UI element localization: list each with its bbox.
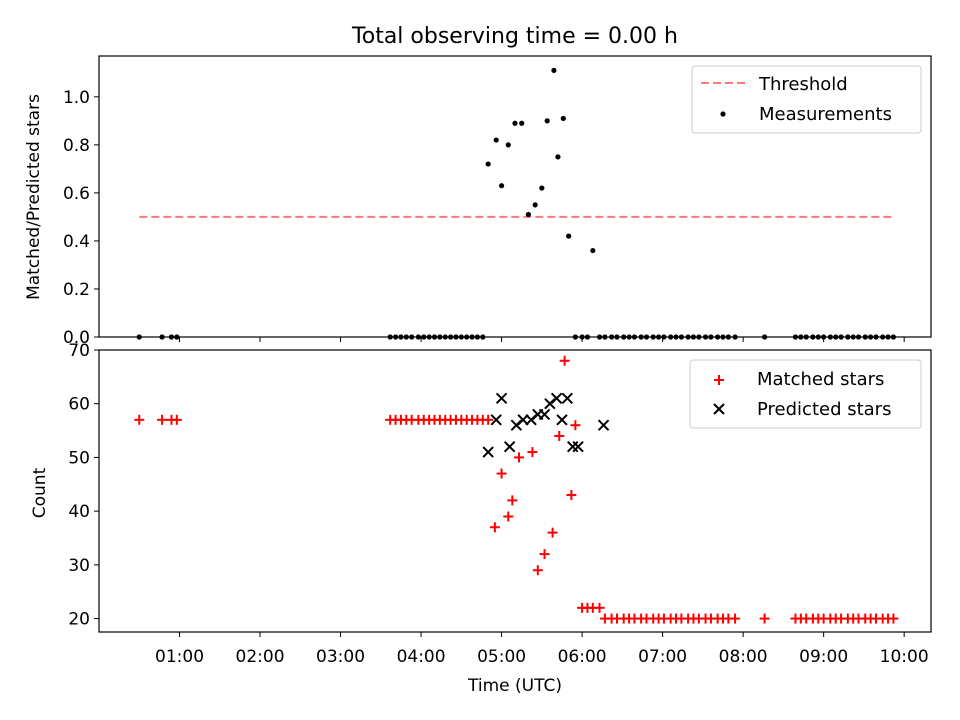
matched-star-marker bbox=[559, 355, 570, 366]
predicted-star-marker bbox=[572, 440, 584, 453]
matched-star-marker bbox=[539, 549, 550, 560]
predicted-star-marker bbox=[550, 392, 563, 405]
measurement-point bbox=[590, 247, 596, 254]
top-legend-box bbox=[691, 65, 922, 134]
measurement-point bbox=[512, 120, 518, 126]
matched-star-marker bbox=[570, 420, 581, 431]
predicted-star-marker bbox=[597, 419, 610, 431]
chart-title: Total observing time = 0.00 h bbox=[351, 24, 678, 49]
top-y-tick-label: 0.8 bbox=[63, 136, 90, 156]
predicted-star-marker bbox=[561, 392, 574, 405]
x-tick-label: 03:00 bbox=[316, 647, 365, 667]
measurement-point bbox=[519, 120, 525, 126]
legend-measurements-swatch bbox=[720, 111, 726, 117]
matched-star-marker bbox=[171, 414, 182, 425]
top-y-tick-label: 0.2 bbox=[63, 280, 90, 300]
bottom-y-tick-label: 30 bbox=[68, 556, 90, 576]
x-tick-label: 06:00 bbox=[558, 647, 607, 667]
matched-star-marker bbox=[134, 414, 145, 425]
matched-star-marker bbox=[547, 527, 558, 538]
predicted-star-marker bbox=[495, 392, 508, 405]
x-tick-label: 04:00 bbox=[397, 647, 446, 667]
top-y-tick-label: 0.0 bbox=[63, 328, 90, 348]
top-plot-frame bbox=[98, 55, 932, 338]
matched-star-marker bbox=[532, 565, 543, 576]
top-y-tick-label: 1.0 bbox=[63, 88, 90, 108]
x-tick-label: 08:00 bbox=[719, 647, 768, 667]
bottom-plot-frame bbox=[98, 349, 932, 633]
measurement-point bbox=[493, 137, 499, 143]
matched-star-marker bbox=[888, 613, 899, 624]
predicted-star-marker bbox=[490, 414, 502, 426]
bottom-legend-box bbox=[689, 359, 922, 429]
measurement-point bbox=[498, 183, 505, 189]
x-tick-label: 10:00 bbox=[880, 647, 929, 667]
measurement-point bbox=[566, 233, 572, 239]
x-axis-label: Time (UTC) bbox=[467, 676, 562, 696]
measurement-point bbox=[485, 161, 491, 167]
bottom-legend: Matched stars Predicted stars bbox=[689, 359, 922, 429]
bottom-y-tick-label: 60 bbox=[68, 395, 90, 415]
measurement-point bbox=[532, 202, 538, 208]
matched-star-marker bbox=[489, 522, 500, 533]
matched-star-marker bbox=[730, 613, 741, 624]
measurement-point bbox=[539, 185, 545, 191]
measurement-point bbox=[551, 67, 557, 74]
legend-measurements-label: Measurements bbox=[759, 104, 892, 125]
bottom-y-tick-label: 40 bbox=[68, 502, 90, 522]
top-y-tick-label: 0.4 bbox=[63, 232, 90, 252]
legend-matched-label: Matched stars bbox=[757, 369, 884, 390]
top-y-axis-label: Matched/Predicted stars bbox=[24, 94, 44, 300]
bottom-y-axis-label: Count bbox=[30, 467, 50, 518]
legend-threshold-label: Threshold bbox=[758, 74, 848, 95]
bottom-plot-area bbox=[134, 355, 899, 624]
measurement-point bbox=[560, 115, 566, 122]
matched-star-marker bbox=[507, 495, 518, 506]
predicted-star-marker bbox=[556, 414, 568, 426]
matched-star-marker bbox=[527, 447, 538, 458]
bottom-y-tick-label: 20 bbox=[68, 610, 90, 630]
bottom-y-tick-label: 70 bbox=[68, 341, 90, 361]
legend-matched-swatch bbox=[714, 375, 724, 385]
x-tick-label: 07:00 bbox=[638, 647, 687, 667]
predicted-star-marker bbox=[503, 440, 516, 453]
x-tick-label: 02:00 bbox=[236, 647, 285, 667]
measurement-point bbox=[525, 211, 532, 218]
matched-star-marker bbox=[496, 468, 507, 479]
measurement-point bbox=[505, 142, 511, 148]
predicted-star-marker bbox=[482, 446, 494, 458]
top-y-tick-label: 0.6 bbox=[63, 184, 90, 204]
x-tick-label: 05:00 bbox=[477, 647, 526, 667]
measurement-point bbox=[555, 154, 561, 160]
legend-predicted-swatch bbox=[713, 403, 725, 415]
x-tick-label: 01:00 bbox=[155, 647, 204, 667]
x-tick-label: 09:00 bbox=[799, 647, 848, 667]
matched-star-marker bbox=[483, 414, 494, 425]
matched-star-marker bbox=[554, 430, 565, 441]
top-legend: Threshold Measurements bbox=[691, 65, 922, 134]
matched-star-marker bbox=[594, 602, 605, 613]
legend-predicted-label: Predicted stars bbox=[757, 399, 891, 420]
matched-star-marker bbox=[759, 613, 770, 624]
bottom-y-tick-label: 50 bbox=[68, 448, 90, 468]
predicted-star-marker bbox=[538, 408, 551, 421]
matched-star-marker bbox=[503, 511, 514, 522]
matched-star-marker bbox=[566, 490, 577, 501]
matched-star-marker bbox=[157, 414, 168, 425]
matched-star-marker bbox=[514, 452, 525, 463]
measurement-point bbox=[544, 118, 550, 124]
